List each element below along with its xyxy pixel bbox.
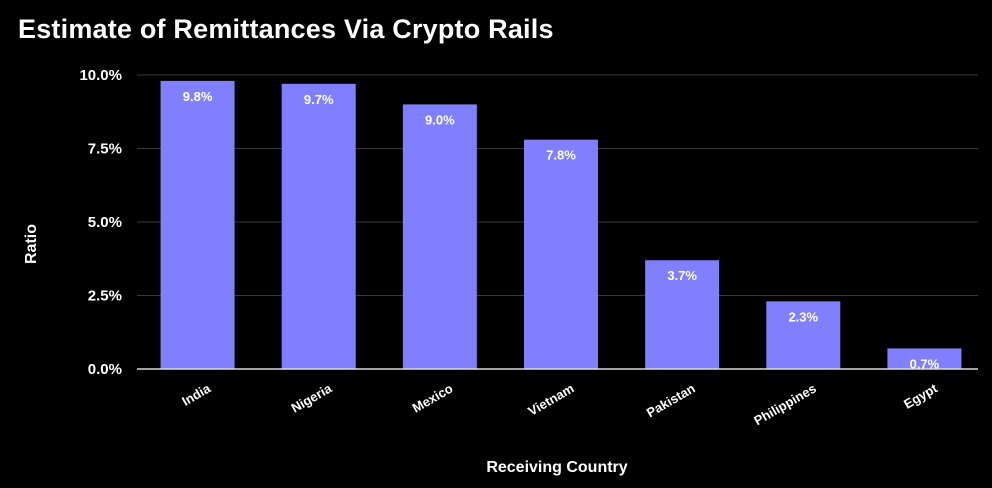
y-tick-label: 0.0%	[88, 361, 122, 378]
x-tick-label: Egypt	[901, 380, 940, 411]
x-tick-label: Philippines	[751, 381, 819, 429]
data-label: 3.7%	[667, 268, 697, 283]
bars	[160, 80, 962, 370]
data-label: 0.7%	[910, 356, 940, 371]
x-tick-label: Pakistan	[644, 381, 698, 421]
y-axis-title: Ratio	[23, 224, 40, 264]
bar	[281, 83, 356, 369]
x-tick-label: Nigeria	[289, 380, 335, 415]
y-tick-label: 2.5%	[88, 288, 122, 305]
data-label: 7.8%	[546, 148, 576, 163]
chart-title: Estimate of Remittances Via Crypto Rails	[18, 14, 554, 44]
bar	[766, 301, 841, 369]
y-tick-label: 10.0%	[79, 67, 122, 84]
y-tick-label: 5.0%	[88, 214, 122, 231]
x-axis-ticks: India Nigeria Mexico Vietnam Pakistan Philipp…	[179, 380, 940, 428]
bar	[524, 139, 598, 369]
bar	[160, 80, 235, 369]
data-label: 9.0%	[425, 112, 455, 127]
y-tick-label: 7.5%	[88, 141, 122, 158]
data-labels: 9.8% 9.7% 9.0% 7.8% 3.7% 2.3% 0.7%	[183, 89, 940, 372]
x-tick-label: India	[179, 380, 213, 409]
x-axis-title: Receiving Country	[486, 459, 627, 476]
data-label: 9.8%	[183, 89, 213, 104]
x-tick-label: Mexico	[410, 381, 456, 416]
bar	[402, 104, 477, 370]
bar	[887, 348, 962, 369]
data-label: 9.7%	[304, 92, 334, 107]
data-label: 2.3%	[788, 309, 818, 324]
y-axis-ticks: 0.0% 2.5% 5.0% 7.5% 10.0%	[79, 67, 122, 378]
x-tick-label: Vietnam	[525, 381, 576, 419]
bar	[645, 260, 720, 369]
